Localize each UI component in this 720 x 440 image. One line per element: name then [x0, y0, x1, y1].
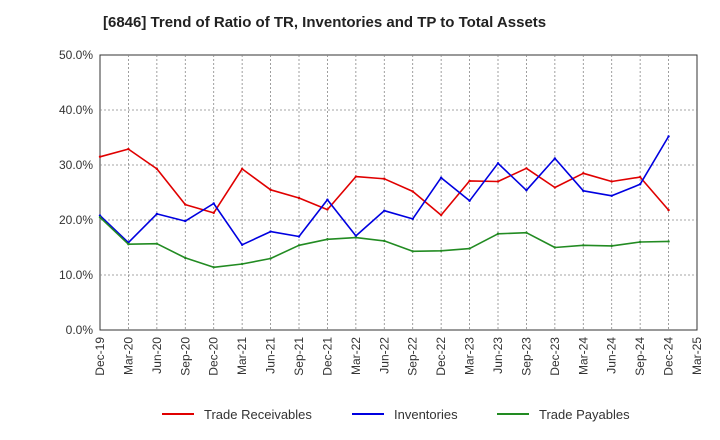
data-point — [269, 257, 272, 260]
data-point — [269, 230, 272, 233]
data-point — [667, 240, 670, 243]
data-point — [155, 167, 159, 171]
data-point — [439, 176, 443, 179]
legend-label: Trade Payables — [539, 407, 630, 422]
data-point — [383, 239, 386, 243]
x-tick-label: Jun-20 — [150, 337, 164, 374]
data-point — [184, 256, 187, 260]
x-tick-label: Mar-22 — [349, 337, 363, 375]
y-tick-label: 0.0% — [66, 323, 94, 337]
x-tick-label: Sep-23 — [519, 337, 533, 376]
chart-title: [6846] Trend of Ratio of TR, Inventories… — [103, 14, 547, 31]
x-tick-label: Mar-23 — [463, 337, 477, 375]
data-point — [326, 238, 329, 241]
data-point — [326, 208, 329, 211]
y-tick-label: 40.0% — [59, 103, 93, 117]
x-tick-label: Jun-23 — [491, 337, 505, 374]
series-lines — [98, 135, 670, 269]
data-point — [354, 175, 358, 178]
data-point — [610, 180, 613, 183]
x-tick-label: Mar-24 — [576, 337, 590, 375]
x-tick-label: Sep-24 — [633, 337, 647, 376]
data-point — [582, 189, 585, 193]
data-point — [411, 217, 414, 221]
data-point — [638, 240, 642, 244]
data-point — [468, 247, 471, 250]
y-tick-label: 20.0% — [59, 213, 93, 227]
data-point — [525, 231, 528, 234]
data-point — [184, 219, 187, 223]
data-point — [212, 211, 215, 215]
data-point — [553, 186, 557, 189]
data-point — [240, 167, 244, 171]
data-point — [468, 199, 471, 202]
data-point — [439, 213, 443, 217]
data-point — [383, 177, 386, 180]
data-point — [98, 155, 102, 158]
data-point — [553, 246, 557, 249]
x-tick-label: Sep-20 — [178, 337, 192, 376]
data-point — [582, 172, 585, 175]
x-tick-label: Mar-20 — [121, 337, 135, 375]
data-point — [638, 183, 642, 186]
data-point — [184, 203, 187, 206]
x-tick-label: Sep-21 — [292, 337, 306, 376]
data-point — [326, 198, 329, 201]
data-point — [496, 162, 500, 165]
data-point — [212, 202, 215, 205]
data-point — [127, 147, 130, 151]
x-tick-label: Dec-19 — [93, 337, 107, 376]
x-tick-label: Dec-23 — [548, 337, 562, 376]
x-tick-label: Mar-25 — [690, 337, 704, 375]
data-point — [610, 194, 613, 197]
data-point — [297, 196, 301, 200]
axis-ticks: 0.0% 10.0% 20.0% 30.0% 40.0% 50.0% Dec-19 Mar-2… — [59, 48, 704, 376]
data-point — [610, 244, 613, 248]
data-point — [411, 190, 414, 193]
data-point — [667, 208, 670, 212]
data-point — [638, 175, 642, 179]
y-tick-label: 50.0% — [59, 48, 93, 62]
x-tick-label: Dec-22 — [434, 337, 448, 376]
legend: Trade Receivables Inventories Trade Payabl… — [162, 407, 630, 422]
data-point — [155, 242, 159, 245]
data-point — [496, 180, 500, 183]
data-point — [98, 216, 102, 219]
data-point — [667, 135, 670, 138]
x-tick-label: Dec-24 — [662, 337, 676, 376]
data-point — [354, 234, 358, 238]
data-point — [269, 188, 272, 191]
x-tick-label: Jun-22 — [377, 337, 391, 374]
data-point — [496, 232, 500, 235]
y-tick-label: 10.0% — [59, 268, 93, 282]
data-point — [127, 243, 130, 246]
legend-label: Inventories — [394, 407, 458, 422]
data-point — [525, 167, 528, 170]
data-point — [553, 157, 557, 160]
data-point — [212, 266, 215, 269]
data-point — [240, 243, 244, 246]
data-point — [582, 244, 585, 247]
x-tick-label: Jun-21 — [264, 337, 278, 374]
data-point — [411, 250, 414, 253]
plot-area — [99, 54, 698, 331]
data-point — [155, 212, 159, 216]
x-tick-label: Dec-20 — [207, 337, 221, 376]
data-point — [468, 179, 471, 183]
data-point — [383, 209, 386, 212]
legend-label: Trade Receivables — [204, 407, 312, 422]
data-point — [297, 244, 301, 247]
data-point — [439, 249, 443, 252]
data-point — [240, 262, 244, 266]
x-tick-label: Jun-24 — [605, 337, 619, 374]
y-tick-label: 30.0% — [59, 158, 93, 172]
data-point — [354, 236, 358, 239]
data-point — [525, 189, 528, 192]
x-tick-label: Mar-21 — [235, 337, 249, 375]
x-tick-label: Dec-21 — [320, 337, 334, 376]
data-point — [297, 235, 301, 238]
data-point — [98, 214, 102, 217]
x-tick-label: Sep-22 — [406, 337, 420, 376]
